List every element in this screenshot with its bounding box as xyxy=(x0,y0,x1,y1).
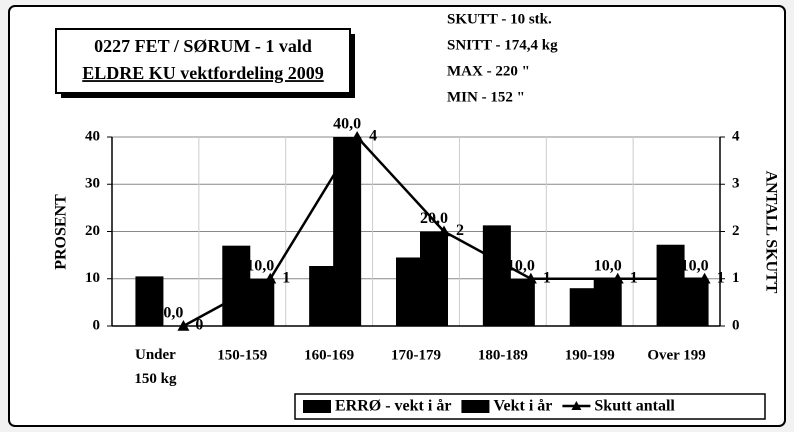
annotation: SKUTT - 10 stk. xyxy=(447,11,552,27)
data-label: 10,0 xyxy=(681,257,709,274)
data-label: 0 xyxy=(195,317,203,334)
legend-swatch xyxy=(461,400,490,413)
x-tick-label: 150-159 xyxy=(217,347,267,363)
annotation: MAX - 220 " xyxy=(447,63,530,79)
data-label: 4 xyxy=(369,128,377,145)
y-tick-label: 0 xyxy=(93,317,101,333)
bar xyxy=(246,278,275,326)
y-tick-label: 30 xyxy=(85,176,100,192)
bar xyxy=(333,137,362,326)
y-tick-label: 10 xyxy=(85,270,100,286)
data-label: 10,0 xyxy=(507,257,535,274)
y2-tick-label: 2 xyxy=(732,223,740,239)
bar xyxy=(569,288,598,326)
chart-title: 0227 FET / SØRUM - 1 vald xyxy=(94,36,312,56)
data-label: 10,0 xyxy=(246,257,274,274)
chart-title: ELDRE KU vektfordeling 2009 xyxy=(82,63,324,83)
y2-tick-label: 4 xyxy=(732,128,740,144)
line-marker xyxy=(524,272,537,284)
bar xyxy=(135,276,164,326)
x-tick-label: 170-179 xyxy=(391,347,441,363)
bar xyxy=(593,278,622,326)
bar xyxy=(420,231,448,326)
x-tick-label: 190-199 xyxy=(565,347,615,363)
x-tick-label: Over 199 xyxy=(647,347,705,363)
title-box xyxy=(55,28,351,94)
data-label: 2 xyxy=(456,222,464,239)
x-tick-label: 180-189 xyxy=(478,347,528,363)
data-label: 40,0 xyxy=(333,116,361,133)
y2-axis-label: ANTALL SKUTT xyxy=(762,171,779,294)
line-marker xyxy=(698,272,711,284)
legend-marker xyxy=(571,401,582,410)
bar xyxy=(396,257,424,326)
line-marker xyxy=(611,272,624,284)
line-marker xyxy=(351,131,364,142)
x-tick-label: 160-169 xyxy=(304,347,354,363)
bar xyxy=(656,244,685,326)
y-tick-label: 20 xyxy=(85,223,100,239)
legend xyxy=(294,393,766,420)
legend-swatch xyxy=(303,400,331,413)
y-tick-label: 40 xyxy=(85,128,100,144)
x-tick-label: Under 150 kg xyxy=(134,347,177,387)
bar xyxy=(482,225,511,326)
bar xyxy=(309,265,338,326)
data-label: 1 xyxy=(282,269,290,286)
legend-label: ERRØ - vekt i år xyxy=(335,398,451,415)
legend-label: Vekt i år xyxy=(493,398,552,415)
bar xyxy=(680,278,709,326)
annotation: SNITT - 174,4 kg xyxy=(447,37,558,53)
legend-label: Skutt antall xyxy=(594,398,675,415)
bar xyxy=(506,278,535,326)
data-label: 1 xyxy=(630,269,638,286)
data-label: 1 xyxy=(543,269,551,286)
data-label: 20,0 xyxy=(420,210,448,227)
y2-tick-label: 1 xyxy=(732,270,740,286)
y-axis-label: PROSENT xyxy=(53,194,70,270)
line-marker xyxy=(264,272,277,284)
annotation: MIN - 152 " xyxy=(447,89,525,105)
line-marker xyxy=(438,225,450,237)
data-label: 0,0 xyxy=(163,305,183,322)
bar xyxy=(222,245,251,326)
data-label: 1 xyxy=(717,269,725,286)
y2-tick-label: 3 xyxy=(732,176,740,192)
y2-tick-label: 0 xyxy=(732,317,740,333)
data-label: 10,0 xyxy=(594,257,622,274)
